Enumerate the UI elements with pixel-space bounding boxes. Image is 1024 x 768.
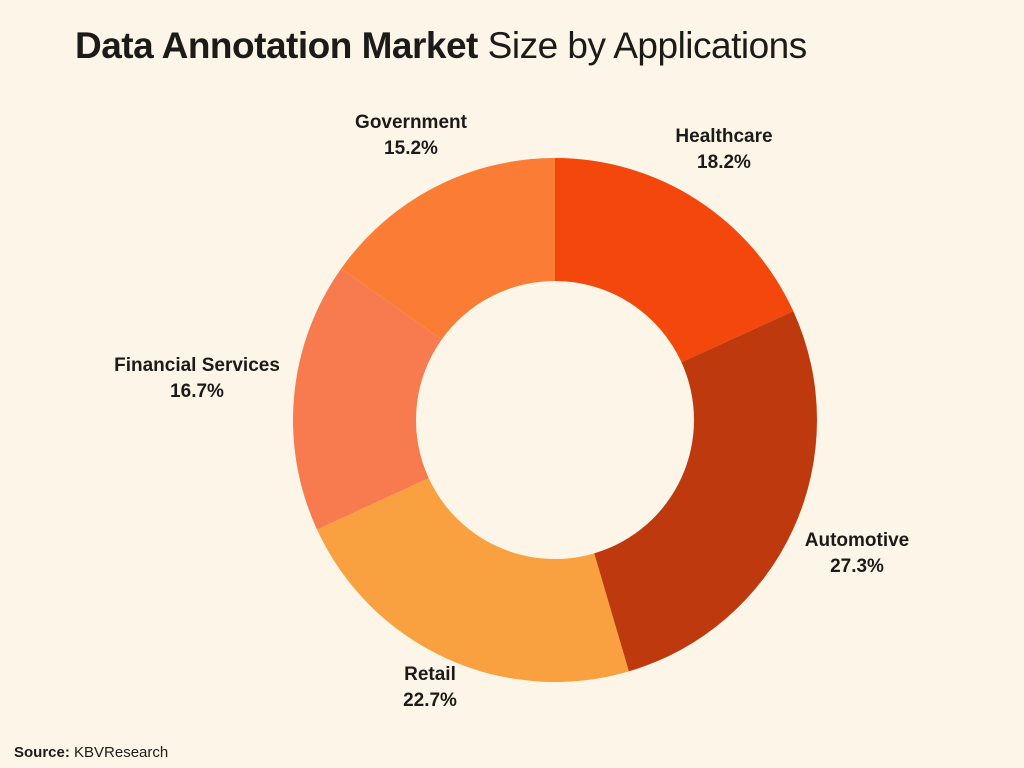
label-financial-services: Financial Services 16.7% (114, 353, 280, 405)
page-title-regular: Size by Applications (477, 25, 808, 66)
label-healthcare: Healthcare 18.2% (675, 124, 772, 176)
label-name: Retail (404, 664, 456, 685)
slice-healthcare (555, 158, 794, 363)
page-title: Data Annotation Market Size by Applicati… (75, 25, 808, 67)
source-label: Source: (14, 744, 70, 761)
label-name: Government (355, 112, 467, 133)
page-title-bold: Data Annotation Market (75, 25, 478, 66)
label-retail: Retail 22.7% (403, 662, 457, 714)
label-government: Government 15.2% (355, 110, 467, 162)
label-name: Automotive (804, 530, 910, 551)
label-name: Healthcare (675, 126, 773, 147)
slice-retail (317, 478, 629, 683)
slice-automotive (594, 311, 817, 672)
label-name: Financial Services (114, 355, 280, 376)
source-attribution: Source: KBVResearch (14, 744, 168, 761)
label-percentage: 27.3% (830, 556, 884, 577)
label-percentage: 22.7% (403, 690, 457, 711)
source-value: KBVResearch (69, 744, 169, 761)
label-percentage: 18.2% (697, 152, 751, 173)
label-automotive: Automotive 27.3% (805, 528, 910, 580)
slice-government (341, 158, 555, 340)
label-percentage: 15.2% (384, 138, 438, 159)
slice-financial-services (292, 268, 442, 530)
label-percentage: 16.7% (170, 381, 224, 402)
